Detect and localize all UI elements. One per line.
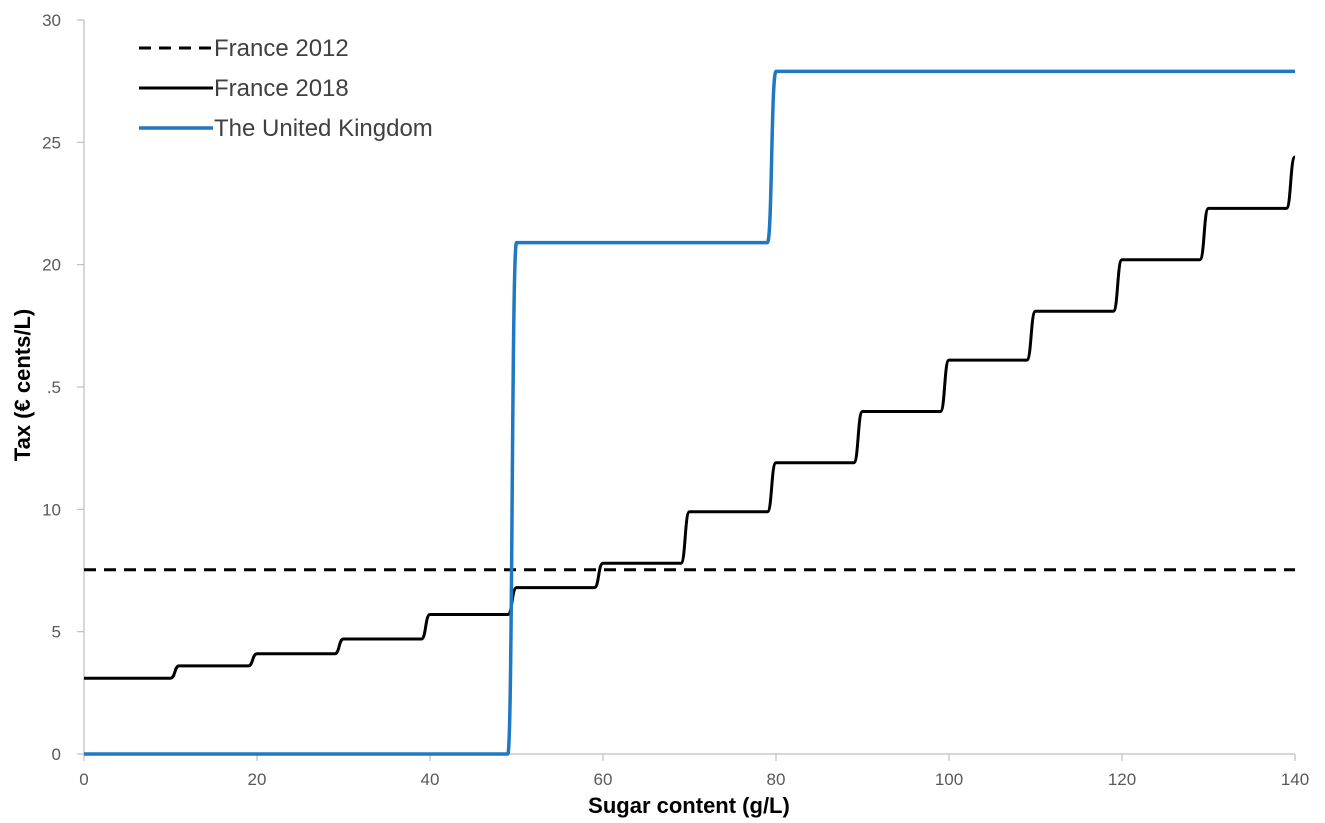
legend-label-the-united-kingdom: The United Kingdom	[214, 115, 433, 142]
x-tick-label: 60	[594, 770, 613, 789]
legend-label-france-2012: France 2012	[214, 35, 349, 62]
legend: France 2012 France 2018 The United Kingdom	[139, 35, 433, 142]
y-tick-label: 10	[42, 500, 61, 519]
y-tick-label: 30	[42, 11, 61, 30]
y-tick-label: 5	[52, 623, 61, 642]
x-axis-title: Sugar content (g/L)	[588, 793, 790, 818]
y-tick-label: 20	[42, 256, 61, 275]
series-group	[84, 69, 1297, 756]
series-line-france-2018	[84, 155, 1297, 680]
y-tick-label: 0	[52, 745, 61, 764]
x-tick-label: 20	[248, 770, 267, 789]
y-axis-title: Tax (€ cents/L)	[10, 309, 35, 461]
x-tick-label: 40	[421, 770, 440, 789]
x-tick-label: 0	[79, 770, 88, 789]
x-tick-label: 80	[767, 770, 786, 789]
y-tick-label: 25	[42, 133, 61, 152]
x-tick-label: 140	[1281, 770, 1309, 789]
series-line-the-united-kingdom	[84, 69, 1295, 756]
y-tick-label: .5	[47, 378, 61, 397]
x-tick-label: 120	[1108, 770, 1136, 789]
tick-labels: 0 5 10 .5 20 25 30 0 20 40 60 80 100 120 140	[42, 11, 1309, 789]
legend-label-france-2018: France 2018	[214, 75, 349, 102]
x-tick-label: 100	[935, 770, 963, 789]
